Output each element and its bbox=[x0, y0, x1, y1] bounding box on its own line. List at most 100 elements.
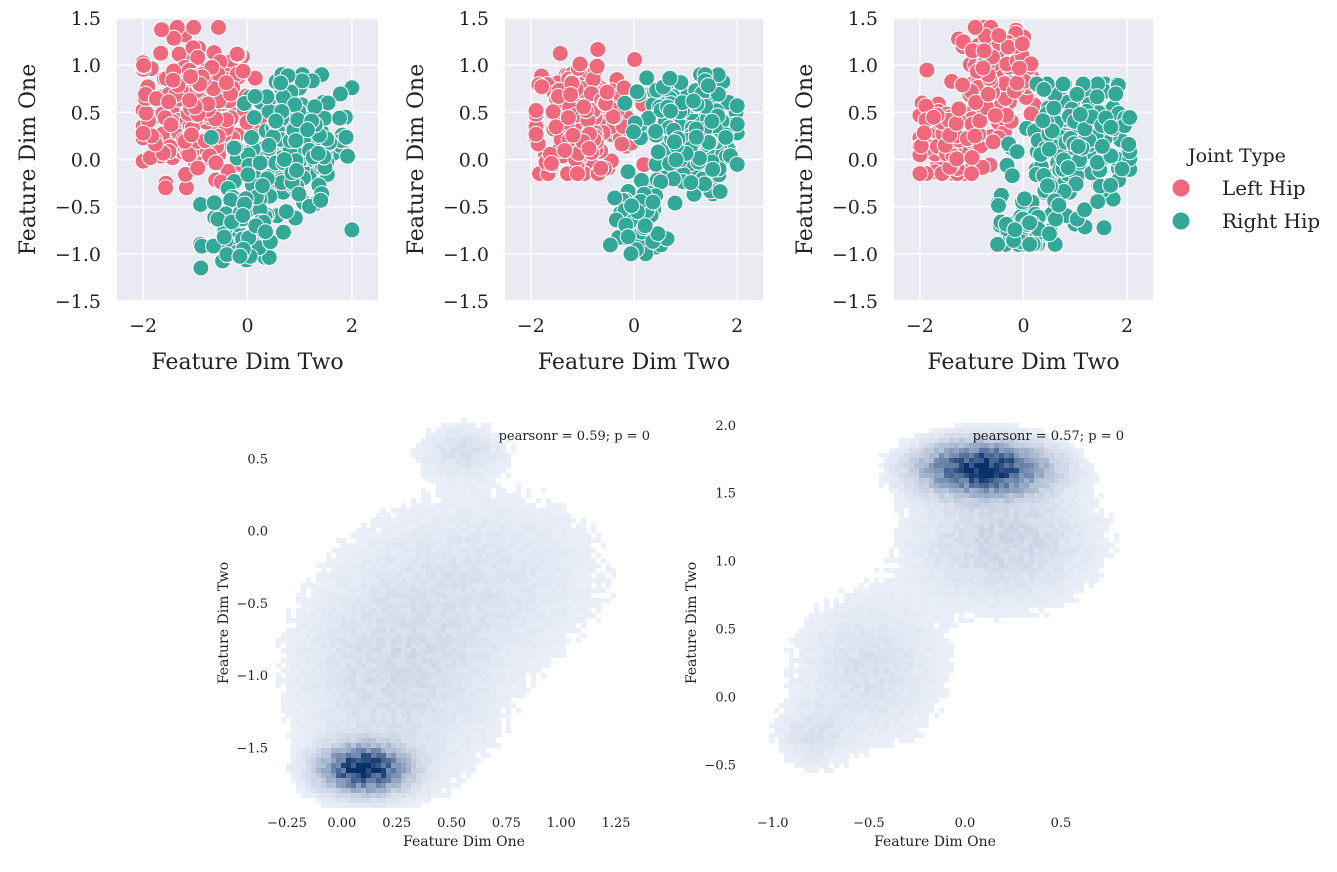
density-cell bbox=[366, 698, 371, 703]
density-cell bbox=[376, 648, 381, 653]
density-cell bbox=[561, 548, 566, 553]
density-cell bbox=[511, 523, 516, 528]
density-cell bbox=[276, 638, 281, 643]
density-cell bbox=[411, 643, 416, 648]
density-cell bbox=[366, 798, 371, 803]
density-cell bbox=[581, 543, 586, 548]
density-cell bbox=[461, 698, 466, 703]
density-cell bbox=[1019, 453, 1024, 458]
scatter-point bbox=[246, 88, 264, 105]
density-cell bbox=[346, 643, 351, 648]
density-cell bbox=[316, 798, 321, 803]
density-cell bbox=[546, 598, 551, 603]
density-cell bbox=[316, 653, 321, 658]
density-cell bbox=[486, 463, 491, 468]
density-cell bbox=[561, 588, 566, 593]
density-cell bbox=[381, 543, 386, 548]
density-cell bbox=[331, 638, 336, 643]
density-cell bbox=[401, 718, 406, 723]
density-cell bbox=[311, 788, 316, 793]
density-cell bbox=[1009, 453, 1014, 458]
density-cell bbox=[944, 433, 949, 438]
density-cell bbox=[396, 588, 401, 593]
density-cell bbox=[516, 643, 521, 648]
density-cell bbox=[486, 598, 491, 603]
density-cell bbox=[506, 628, 511, 633]
density-cell bbox=[431, 773, 436, 778]
density-cell bbox=[516, 653, 521, 658]
density-cell bbox=[491, 678, 496, 683]
density-cell bbox=[416, 753, 421, 758]
density-cell bbox=[1049, 453, 1054, 458]
density-cell bbox=[476, 588, 481, 593]
density-cell bbox=[521, 618, 526, 623]
scatter-point bbox=[135, 56, 153, 74]
density-cell bbox=[451, 523, 456, 528]
density-cell bbox=[426, 473, 431, 478]
density-cell bbox=[1044, 453, 1049, 458]
density-cell bbox=[421, 653, 426, 658]
density-cell bbox=[456, 543, 461, 548]
density-cell bbox=[531, 623, 536, 628]
density-cell bbox=[436, 528, 441, 533]
density-cell bbox=[511, 558, 516, 563]
density-cell bbox=[306, 623, 311, 628]
density-cell bbox=[954, 458, 959, 463]
density-cell bbox=[471, 668, 476, 673]
density-cell bbox=[366, 583, 371, 588]
density-cell bbox=[336, 693, 341, 698]
density-cell bbox=[296, 728, 301, 733]
density-cell bbox=[899, 453, 904, 458]
x-tick-label: 0.25 bbox=[382, 816, 411, 831]
density-cell bbox=[406, 673, 411, 678]
density-cell bbox=[481, 483, 486, 488]
density-cell bbox=[456, 733, 461, 738]
density-cell bbox=[446, 553, 451, 558]
density-cell bbox=[321, 643, 326, 648]
density-cell bbox=[541, 648, 546, 653]
density-cell bbox=[561, 638, 566, 643]
density-cell bbox=[311, 598, 316, 603]
density-cell bbox=[461, 728, 466, 733]
density-cell bbox=[466, 458, 471, 463]
density-cell bbox=[536, 528, 541, 533]
density-cell bbox=[436, 658, 441, 663]
density-cell bbox=[306, 668, 311, 673]
density-cell bbox=[466, 513, 471, 518]
density-cell bbox=[566, 548, 571, 553]
density-cell bbox=[546, 588, 551, 593]
density-cell bbox=[516, 693, 521, 698]
scatter-point bbox=[632, 171, 650, 189]
density-cell bbox=[406, 643, 411, 648]
density-cell bbox=[591, 538, 596, 543]
density-cell bbox=[496, 583, 501, 588]
density-cell bbox=[316, 753, 321, 758]
density-cell bbox=[411, 668, 416, 673]
density-cell bbox=[491, 478, 496, 483]
density-cell bbox=[531, 568, 536, 573]
density-cell bbox=[336, 573, 341, 578]
density-cell bbox=[356, 638, 361, 643]
density-cell bbox=[431, 778, 436, 783]
density-cell bbox=[286, 673, 291, 678]
density-cell bbox=[999, 453, 1004, 458]
density-cell bbox=[431, 613, 436, 618]
density-cell bbox=[306, 603, 311, 608]
density-cell bbox=[954, 433, 959, 438]
density-cell bbox=[281, 638, 286, 643]
density-cell bbox=[386, 693, 391, 698]
density-cell bbox=[516, 598, 521, 603]
density-cell bbox=[451, 493, 456, 498]
density-cell bbox=[446, 688, 451, 693]
density-cell bbox=[381, 518, 386, 523]
density-cell bbox=[451, 593, 456, 598]
density-cell bbox=[516, 663, 521, 668]
density-cell bbox=[291, 748, 296, 753]
density-cell bbox=[356, 743, 361, 748]
density-cell bbox=[371, 733, 376, 738]
scatter-point bbox=[231, 247, 249, 265]
density-cell bbox=[356, 568, 361, 573]
density-cell bbox=[466, 583, 471, 588]
density-cell bbox=[501, 633, 506, 638]
density-cell bbox=[546, 518, 551, 523]
